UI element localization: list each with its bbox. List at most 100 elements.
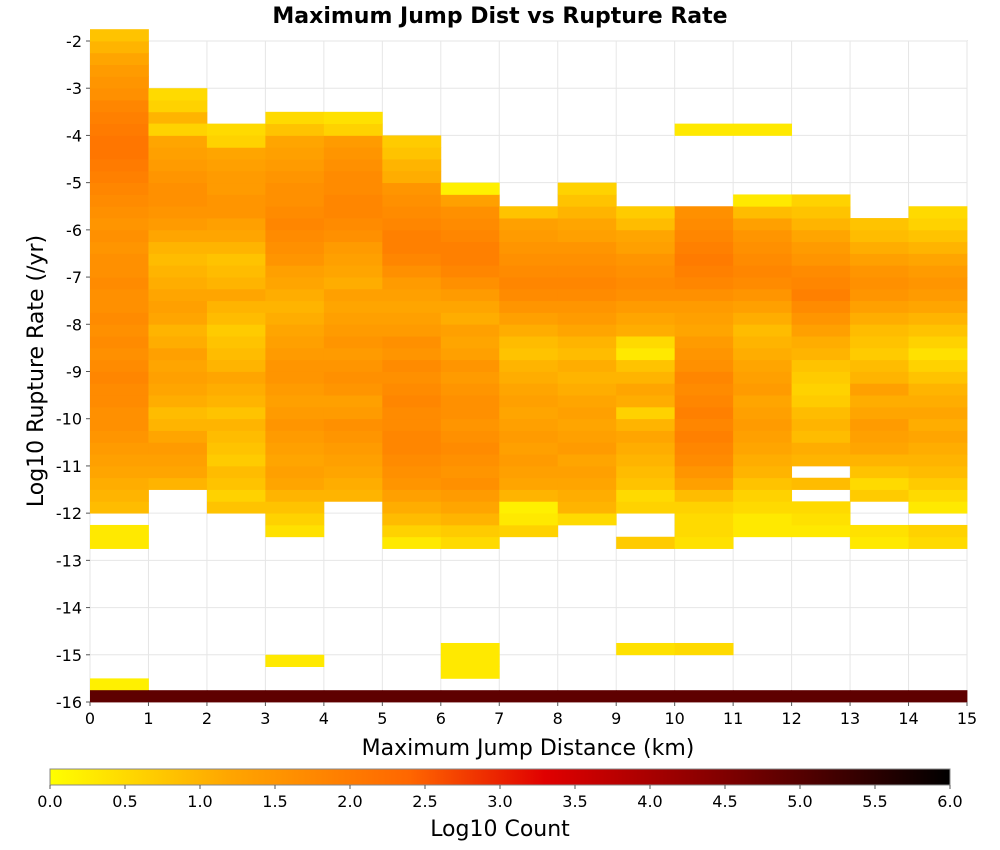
heatmap-cell [908,395,968,408]
heatmap-cell [265,277,325,290]
heatmap-cell [733,347,792,361]
heatmap-cell [733,395,792,408]
heatmap-cell [206,229,266,243]
heatmap-cell [557,253,617,266]
heatmap-cell [206,489,266,502]
heatmap-cell [90,454,149,467]
heatmap-cell [908,524,968,538]
heatmap-cell [908,229,968,243]
heatmap-cell [148,170,208,184]
heatmap-cell [90,690,149,703]
heatmap-cell [206,347,266,361]
heatmap-cell [674,536,734,549]
heatmap-cell [733,430,792,443]
heatmap-cell [206,265,266,278]
heatmap-cell [733,465,792,479]
heatmap-cell [850,241,909,254]
colorbar-tick-label: 4.5 [712,792,737,811]
heatmap-cell [733,477,792,490]
heatmap-cell [323,465,383,479]
heatmap-cell [382,513,442,526]
heatmap-cell [440,690,500,703]
heatmap-cell [206,477,266,490]
heatmap-cell [440,489,500,502]
heatmap-cell [206,430,266,443]
heatmap-cell [850,430,909,443]
heatmap-cell [148,229,208,243]
heatmap-cell [206,288,266,302]
heatmap-cell [616,395,676,408]
x-tick-label: 3 [260,709,270,728]
y-tick-label: -15 [56,646,82,665]
x-tick-label: 5 [377,709,387,728]
heatmap-cell [382,359,442,372]
heatmap-cell [382,383,442,396]
heatmap-cell [90,336,149,349]
heatmap-cell [440,288,500,302]
heatmap-cell [674,206,734,219]
heatmap-cell [323,383,383,396]
heatmap-cell [850,277,909,290]
heatmap-cell [265,229,325,243]
heatmap-cell [791,406,851,420]
heatmap-cell [674,454,734,467]
heatmap-cell [148,406,208,420]
heatmap-cell [265,300,325,313]
colorbar-tick-label: 3.0 [487,792,512,811]
heatmap-cell [90,135,149,148]
heatmap-cell [850,477,909,490]
heatmap-cell [674,253,734,266]
heatmap-cell [674,288,734,302]
heatmap-cell [850,312,909,325]
heatmap-cell [674,477,734,490]
heatmap-cell [499,524,559,538]
heatmap-cell [265,206,325,219]
heatmap-cell [206,206,266,219]
heatmap-cell [791,312,851,325]
heatmap-cell [791,524,851,538]
heatmap-cell [616,454,676,467]
heatmap-cell [499,418,559,431]
heatmap-cell [265,253,325,266]
heatmap-cell [674,347,734,361]
heatmap-cell [265,170,325,184]
heatmap-cell [148,300,208,313]
heatmap-cell [440,324,500,337]
heatmap-cell [499,241,559,254]
x-tick-label: 7 [494,709,504,728]
heatmap-cell [90,489,149,502]
heatmap-cell [323,371,383,384]
heatmap-cell [206,277,266,290]
heatmap-cell [382,442,442,455]
heatmap-cell [148,253,208,266]
y-tick-label: -8 [66,315,82,334]
heatmap-cell [850,324,909,337]
heatmap-cell [791,442,851,455]
heatmap-cell [382,406,442,420]
heatmap-cell [440,265,500,278]
heatmap-cell [440,383,500,396]
heatmap-cell [323,229,383,243]
heatmap-cell [148,265,208,278]
heatmap-cell [90,76,149,89]
heatmap-cell [557,288,617,302]
heatmap-cell [148,690,208,703]
heatmap-cell [90,29,149,42]
heatmap-cell [850,288,909,302]
heatmap-cell [791,430,851,443]
heatmap-cell [616,642,676,656]
heatmap-cell [90,324,149,337]
heatmap-cell [148,194,208,207]
heatmap-cell [733,359,792,372]
heatmap-cell [850,395,909,408]
heatmap-cell [616,277,676,290]
heatmap-cell [616,253,676,266]
heatmap-cell [674,501,734,514]
colorbar-tick-label: 1.0 [187,792,212,811]
heatmap-cell [499,324,559,337]
heatmap-cell [206,312,266,325]
heatmap-cell [206,383,266,396]
heatmap-cell [499,253,559,266]
y-tick-label: -3 [66,79,82,98]
heatmap-cell [323,123,383,136]
